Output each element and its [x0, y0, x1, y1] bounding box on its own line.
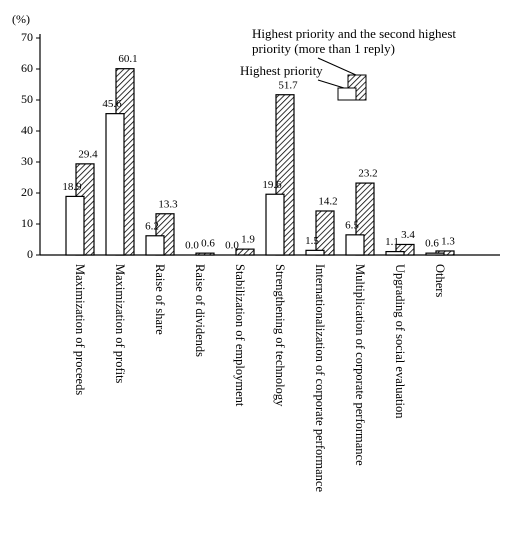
value-label: 60.1: [118, 53, 137, 65]
x-tick-label: Strengthening of technology: [273, 264, 287, 407]
y-tick-label: 30: [21, 154, 33, 168]
value-label: 19.6: [262, 179, 282, 191]
bar: [425, 252, 445, 256]
x-tick-label: Maximization of proceeds: [73, 264, 87, 395]
value-label: 18.9: [62, 181, 82, 193]
bar: [395, 243, 415, 256]
value-label: 0.6: [201, 238, 215, 250]
y-tick-label: 60: [21, 61, 33, 75]
value-label: 23.2: [358, 168, 377, 180]
y-tick-label: 0: [27, 247, 33, 261]
bar: [345, 234, 365, 256]
value-label: 6.2: [145, 220, 159, 232]
y-axis-label: (%): [12, 12, 30, 26]
value-label: 0.0: [225, 240, 239, 252]
value-label: 3.4: [401, 229, 415, 241]
legend-label: Highest priority: [240, 63, 323, 78]
y-tick-label: 20: [21, 185, 33, 199]
value-label: 14.2: [318, 196, 337, 208]
x-tick-label: Upgrading of social evaluation: [393, 264, 407, 419]
value-label: 29.4: [78, 148, 98, 160]
bar: [235, 248, 255, 256]
value-label: 1.1: [385, 236, 399, 248]
legend-leader: [317, 57, 357, 76]
value-label: 0.0: [185, 240, 199, 252]
bar: [145, 235, 165, 256]
bar: [265, 193, 285, 256]
value-label: 51.7: [278, 79, 298, 91]
value-label: 1.9: [241, 234, 255, 246]
legend-label: Highest priority and the second highest …: [252, 26, 456, 56]
legend-leader: [317, 79, 345, 89]
bar: [305, 249, 325, 256]
legend-swatch: [337, 87, 357, 101]
y-tick-label: 10: [21, 216, 33, 230]
bar: [65, 195, 85, 256]
x-tick-label: Multiplication of corporate performance: [353, 264, 367, 466]
x-tick-label: Internationalization of corporate perfor…: [313, 264, 327, 492]
x-tick-label: Others: [433, 264, 447, 297]
y-tick-label: 40: [21, 123, 33, 137]
x-tick-label: Raise of share: [153, 264, 167, 335]
value-label: 1.3: [441, 236, 455, 248]
y-tick-label: 70: [21, 30, 33, 44]
value-label: 6.5: [345, 219, 359, 231]
bar: [315, 210, 335, 256]
x-tick-label: Stabilization of employment: [233, 264, 247, 407]
y-tick-label: 50: [21, 92, 33, 106]
bar: [195, 252, 215, 256]
bar: [385, 250, 405, 256]
bar: [105, 113, 125, 256]
value-label: 1.5: [305, 235, 319, 247]
x-tick-label: Raise of dividends: [193, 264, 207, 357]
value-label: 13.3: [158, 198, 178, 210]
value-label: 45.6: [102, 98, 122, 110]
x-tick-label: Maximization of profits: [113, 264, 127, 384]
value-label: 0.6: [425, 238, 439, 250]
